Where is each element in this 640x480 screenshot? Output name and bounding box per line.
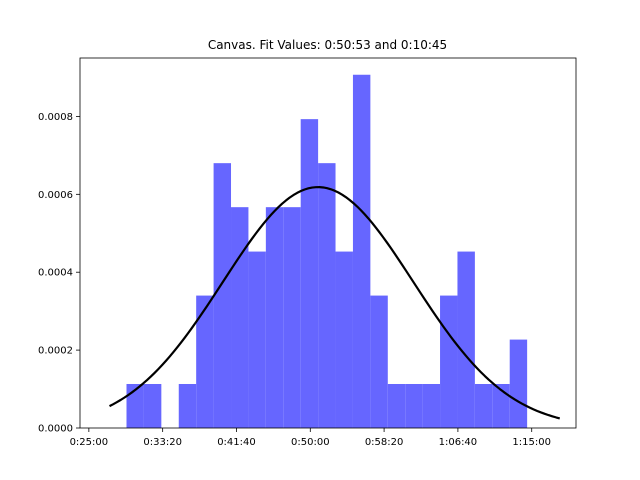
histogram-bar xyxy=(231,207,249,428)
x-tick-label: 1:06:40 xyxy=(439,437,478,448)
x-tick-label: 0:58:20 xyxy=(365,437,404,448)
histogram-bar xyxy=(126,383,144,428)
histogram-bar xyxy=(196,295,214,428)
x-tick-label: 0:41:40 xyxy=(217,437,256,448)
y-tick-label: 0.0004 xyxy=(38,268,73,279)
histogram-bar xyxy=(457,251,475,428)
histogram-bar xyxy=(370,295,388,428)
histogram-bar xyxy=(265,207,284,428)
histogram-bar xyxy=(213,163,232,428)
histogram-bar xyxy=(248,251,266,428)
histogram-bars xyxy=(126,74,528,428)
x-tick-label: 0:33:20 xyxy=(143,437,182,448)
histogram-bar xyxy=(143,383,162,428)
histogram-bar xyxy=(440,295,458,428)
histogram-bar xyxy=(300,119,319,428)
x-tick-label: 0:50:00 xyxy=(291,437,330,448)
histogram-bar xyxy=(178,383,197,428)
histogram-bar xyxy=(318,163,336,428)
histogram-bar xyxy=(405,383,423,428)
y-tick-label: 0.0008 xyxy=(38,112,73,123)
histogram-bar xyxy=(492,383,510,428)
fit-curve xyxy=(109,186,561,420)
histogram-bar xyxy=(474,383,493,428)
x-tick-label: 1:15:00 xyxy=(512,437,551,448)
x-axis: 0:25:00 0:33:20 0:41:40 0:50:00 0:58:20 1:06:… xyxy=(70,428,551,448)
histogram-bar xyxy=(352,74,371,428)
histogram-bar xyxy=(509,339,528,428)
plot-frame xyxy=(79,57,577,429)
chart-title: Canvas. Fit Values: 0:50:53 and 0:10:45 xyxy=(208,38,447,52)
y-tick-label: 0.0002 xyxy=(38,346,73,357)
histogram-bar xyxy=(387,383,406,428)
y-tick-label: 0.0006 xyxy=(38,190,73,201)
histogram-bar xyxy=(335,251,353,428)
histogram-bar xyxy=(422,383,441,428)
y-axis: 0.0000 0.0002 0.0004 0.0006 0.0008 xyxy=(38,112,80,435)
x-tick-label: 0:25:00 xyxy=(70,437,109,448)
y-tick-label: 0.0000 xyxy=(38,424,73,435)
histogram-bar xyxy=(283,207,301,428)
